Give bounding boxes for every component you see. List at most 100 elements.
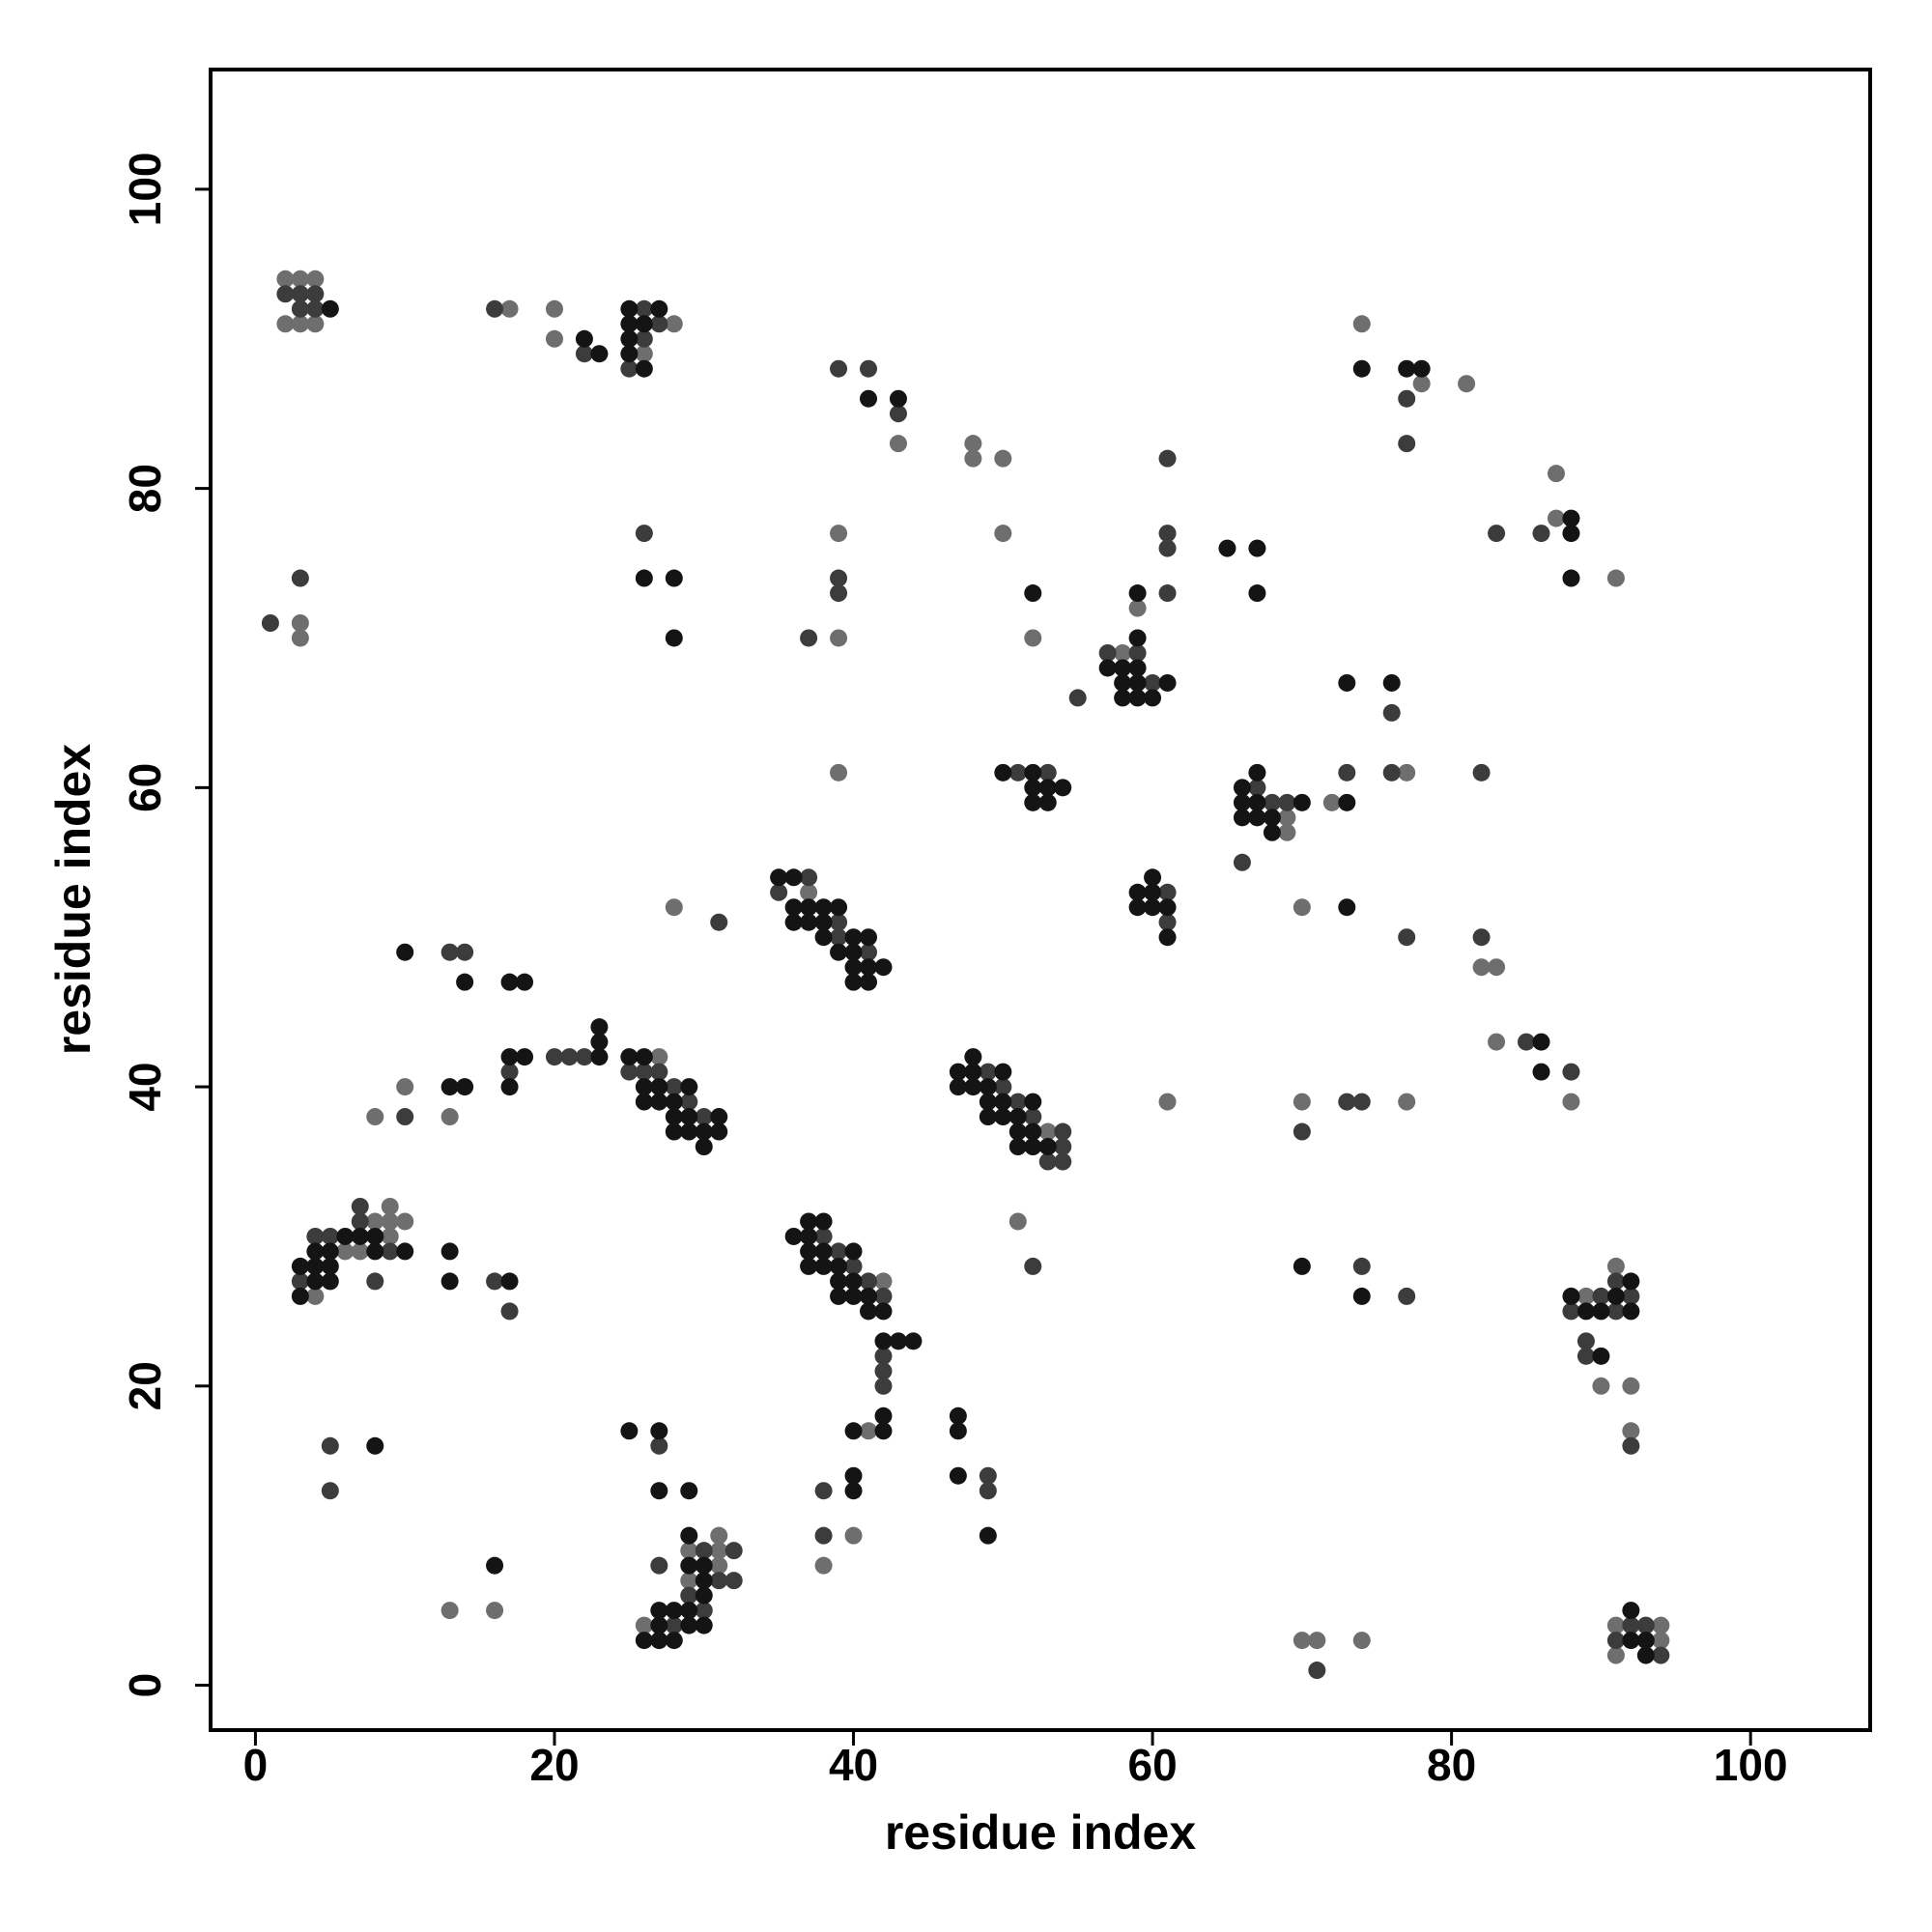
point: [665, 1078, 683, 1096]
point: [635, 569, 653, 587]
point: [1038, 763, 1057, 781]
point: [1622, 1632, 1640, 1650]
point: [575, 345, 593, 363]
point: [874, 1332, 893, 1350]
point: [635, 1063, 653, 1081]
point: [830, 763, 848, 781]
x-tick-label: 0: [243, 1740, 269, 1790]
point: [1592, 1302, 1610, 1321]
point: [1472, 763, 1491, 781]
point: [635, 359, 653, 378]
point: [1038, 793, 1057, 811]
point: [814, 928, 833, 947]
point: [889, 435, 907, 453]
point: [770, 883, 788, 901]
point: [321, 1242, 339, 1261]
point: [860, 928, 878, 947]
point: [456, 943, 474, 961]
point: [1158, 449, 1177, 468]
point: [291, 569, 309, 587]
point: [844, 1242, 863, 1261]
point: [1024, 1257, 1042, 1275]
point: [1577, 1302, 1595, 1321]
point: [560, 1048, 579, 1066]
point: [964, 1048, 982, 1066]
point: [904, 1332, 923, 1350]
point: [949, 1406, 967, 1425]
point: [1263, 809, 1281, 827]
point: [979, 1108, 997, 1126]
point: [874, 958, 893, 977]
point: [1338, 673, 1356, 692]
point: [1322, 793, 1341, 811]
point: [844, 1287, 863, 1305]
point: [1398, 763, 1416, 781]
point: [814, 1227, 833, 1245]
point: [1352, 1093, 1371, 1111]
point: [366, 1272, 384, 1291]
point: [860, 389, 878, 408]
point: [964, 449, 982, 468]
point: [830, 913, 848, 931]
point: [844, 1526, 863, 1545]
point: [814, 898, 833, 917]
point: [665, 629, 683, 647]
point: [1248, 779, 1266, 797]
point: [665, 1632, 683, 1650]
point: [874, 1287, 893, 1305]
point: [814, 1242, 833, 1261]
point: [486, 1556, 504, 1575]
point: [994, 449, 1012, 468]
point: [396, 1108, 414, 1126]
point: [1278, 823, 1296, 841]
point: [784, 1227, 803, 1245]
point: [456, 973, 474, 991]
point: [650, 1436, 668, 1455]
point: [844, 1257, 863, 1275]
point: [1622, 1616, 1640, 1634]
point: [1038, 1122, 1057, 1141]
point: [321, 1482, 339, 1500]
point: [979, 1063, 997, 1081]
point: [635, 1078, 653, 1096]
point: [800, 1242, 818, 1261]
point: [1128, 883, 1147, 901]
point: [321, 1436, 339, 1455]
point: [1054, 1152, 1072, 1171]
point: [1128, 898, 1147, 917]
point: [635, 315, 653, 333]
point: [620, 329, 639, 348]
point: [590, 345, 609, 363]
y-tick-label: 80: [120, 464, 170, 513]
point: [844, 1422, 863, 1440]
point: [860, 1272, 878, 1291]
point: [800, 913, 818, 931]
point: [620, 315, 639, 333]
point: [396, 1242, 414, 1261]
point: [1622, 1436, 1640, 1455]
point: [575, 1048, 593, 1066]
point: [860, 1422, 878, 1440]
point: [874, 1347, 893, 1365]
point: [1562, 509, 1580, 527]
point: [1338, 1093, 1356, 1111]
point: [1382, 763, 1401, 781]
x-tick-label: 60: [1127, 1740, 1177, 1790]
point: [665, 315, 683, 333]
point: [695, 1602, 713, 1620]
x-axis-title: residue index: [885, 1805, 1197, 1860]
point: [1562, 1063, 1580, 1081]
point: [1233, 809, 1251, 827]
point: [874, 1422, 893, 1440]
point: [800, 629, 818, 647]
point: [351, 1242, 369, 1261]
point: [440, 1078, 459, 1096]
point: [635, 1616, 653, 1634]
point: [1009, 1212, 1027, 1231]
point: [680, 1556, 698, 1575]
point: [516, 973, 534, 991]
point: [830, 569, 848, 587]
point: [1024, 1122, 1042, 1141]
point: [1577, 1347, 1595, 1365]
